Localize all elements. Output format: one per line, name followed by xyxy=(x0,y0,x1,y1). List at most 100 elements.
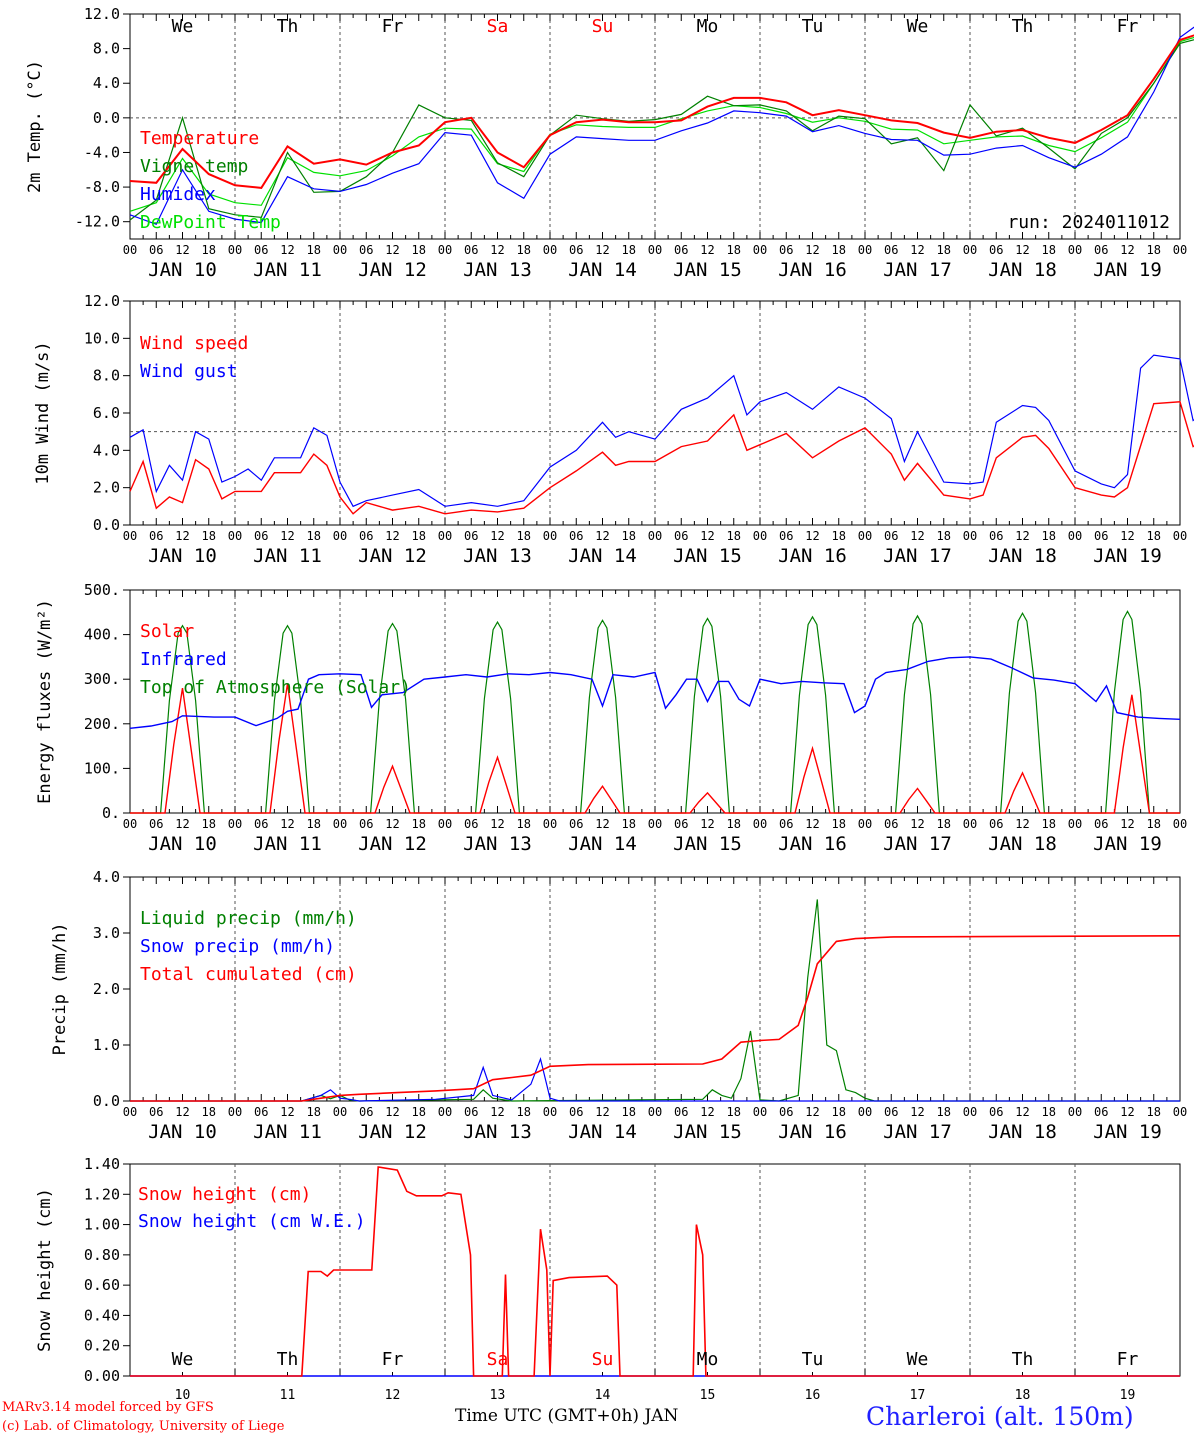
hour-tick-label: 00 xyxy=(123,529,137,543)
day-label: JAN 12 xyxy=(358,259,427,281)
hour-tick-label: 12 xyxy=(1120,243,1134,257)
weekday-label: Sa xyxy=(487,1349,509,1370)
hour-tick-label: 18 xyxy=(412,529,426,543)
day-label: JAN 10 xyxy=(148,1121,217,1143)
hour-tick-label: 12 xyxy=(280,243,294,257)
hour-tick-label: 06 xyxy=(569,243,583,257)
hour-tick-label: 18 xyxy=(307,529,321,543)
weekday-label: We xyxy=(907,1349,929,1370)
weekday-label: Th xyxy=(277,1349,299,1370)
hour-tick-label: 12 xyxy=(280,1105,294,1119)
hour-tick-label: 00 xyxy=(1068,817,1082,831)
hour-tick-label: 18 xyxy=(412,243,426,257)
wind-ytick-label: 0.0 xyxy=(93,516,120,534)
hour-tick-label: 12 xyxy=(910,1105,924,1119)
day-label: JAN 19 xyxy=(1093,259,1162,281)
hour-tick-label: 06 xyxy=(464,529,478,543)
hour-tick-label: 12 xyxy=(700,243,714,257)
hour-tick-label: 18 xyxy=(1042,243,1056,257)
hour-tick-label: 12 xyxy=(490,243,504,257)
energy-legend-entry: Solar xyxy=(140,621,194,642)
hour-tick-label: 00 xyxy=(753,529,767,543)
snow-ytick-label: 0.80 xyxy=(84,1246,120,1264)
precip-ytick-label: 1.0 xyxy=(93,1036,120,1054)
snow-ytick-label: 0.60 xyxy=(84,1276,120,1294)
hour-tick-label: 18 xyxy=(307,817,321,831)
hour-tick-label: 18 xyxy=(622,529,636,543)
hour-tick-label: 06 xyxy=(989,1105,1003,1119)
hour-tick-label: 12 xyxy=(700,1105,714,1119)
snow-ytick-label: 0.00 xyxy=(84,1367,120,1385)
hour-tick-label: 18 xyxy=(727,1105,741,1119)
snow-legend-entry: Snow height (cm) xyxy=(138,1184,311,1205)
weekday-label: Mo xyxy=(697,1349,719,1370)
day-label: JAN 13 xyxy=(463,259,532,281)
weekday-label: Tu xyxy=(802,1349,824,1370)
day-number-label: 10 xyxy=(175,1388,191,1403)
day-label: JAN 12 xyxy=(358,1121,427,1143)
weekday-label: Su xyxy=(592,1349,614,1370)
temperature-ytick-label: 0.0 xyxy=(93,109,120,127)
hour-tick-label: 12 xyxy=(385,529,399,543)
hour-tick-label: 00 xyxy=(333,529,347,543)
wind-legend-entry: Wind speed xyxy=(140,333,248,354)
hour-tick-label: 00 xyxy=(1173,243,1187,257)
weekday-label: Sa xyxy=(487,16,509,37)
hour-tick-label: 12 xyxy=(595,817,609,831)
hour-tick-label: 18 xyxy=(727,529,741,543)
snow-height-line xyxy=(130,1166,1180,1377)
hour-tick-label: 18 xyxy=(517,529,531,543)
temperature-series-line xyxy=(129,34,1194,189)
hour-tick-label: 00 xyxy=(438,817,452,831)
hour-tick-label: 12 xyxy=(805,243,819,257)
hour-tick-label: 12 xyxy=(385,243,399,257)
wind-ytick-label: 8.0 xyxy=(93,367,120,385)
snow-axis-title: Snow height (cm) xyxy=(35,1188,55,1352)
day-label: JAN 12 xyxy=(358,545,427,567)
temperature-ytick-label: -12.0 xyxy=(75,213,120,231)
hour-tick-label: 12 xyxy=(175,817,189,831)
hour-tick-label: 18 xyxy=(937,1105,951,1119)
weekday-label: Fr xyxy=(1117,1349,1139,1370)
precip-ytick-label: 3.0 xyxy=(93,924,120,942)
weekday-label: Fr xyxy=(1117,16,1139,37)
hour-tick-label: 00 xyxy=(753,243,767,257)
hour-tick-label: 12 xyxy=(280,529,294,543)
hour-tick-label: 18 xyxy=(517,817,531,831)
hour-tick-label: 18 xyxy=(412,1105,426,1119)
day-label: JAN 16 xyxy=(778,545,847,567)
day-label: JAN 10 xyxy=(148,545,217,567)
hour-tick-label: 18 xyxy=(202,1105,216,1119)
hour-tick-label: 12 xyxy=(175,529,189,543)
weekday-label: Mo xyxy=(697,16,719,37)
hour-tick-label: 00 xyxy=(228,1105,242,1119)
hour-tick-label: 00 xyxy=(648,243,662,257)
weekday-label: We xyxy=(172,16,194,37)
weekday-label: Th xyxy=(1012,1349,1034,1370)
temperature-series-line xyxy=(129,39,1194,221)
wind-gust-line xyxy=(129,354,1194,508)
energy-axis-title: Energy fluxes (W/m²) xyxy=(35,599,55,804)
day-label: JAN 19 xyxy=(1093,1121,1162,1143)
hour-tick-label: 00 xyxy=(648,1105,662,1119)
temperature-legend-entry: Humidex xyxy=(140,184,216,205)
wind-ytick-label: 10.0 xyxy=(84,329,120,347)
energy-legend-entry: Top of Atmosphere (Solar) xyxy=(140,677,411,698)
hour-tick-label: 06 xyxy=(779,817,793,831)
hour-tick-label: 00 xyxy=(753,1105,767,1119)
hour-tick-label: 12 xyxy=(1015,243,1029,257)
hour-tick-label: 18 xyxy=(622,817,636,831)
day-label: JAN 11 xyxy=(253,1121,322,1143)
hour-tick-label: 18 xyxy=(832,817,846,831)
hour-tick-label: 00 xyxy=(858,243,872,257)
day-label: JAN 14 xyxy=(568,259,637,281)
hour-tick-label: 18 xyxy=(937,817,951,831)
hour-tick-label: 18 xyxy=(202,529,216,543)
hour-tick-label: 06 xyxy=(359,1105,373,1119)
day-label: JAN 18 xyxy=(988,259,1057,281)
hour-tick-label: 00 xyxy=(858,817,872,831)
hour-tick-label: 12 xyxy=(595,1105,609,1119)
day-number-label: 16 xyxy=(805,1388,821,1403)
day-number-label: 17 xyxy=(910,1388,926,1403)
hour-tick-label: 18 xyxy=(307,243,321,257)
